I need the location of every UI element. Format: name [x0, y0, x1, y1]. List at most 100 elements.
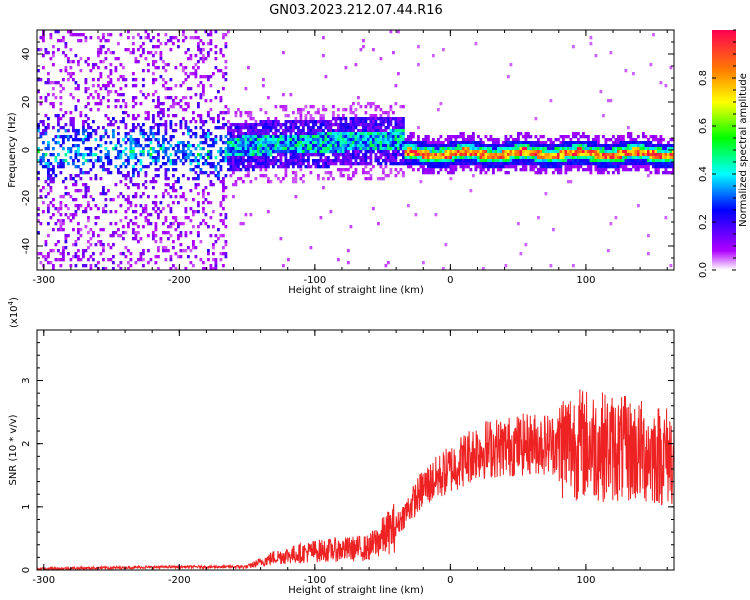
heatmap-cell — [84, 87, 88, 91]
heatmap-cell — [644, 141, 648, 145]
heatmap-cell — [289, 123, 293, 127]
heatmap-cell — [189, 207, 193, 211]
heatmap-cell — [294, 180, 298, 184]
heatmap-cell — [549, 141, 553, 145]
heatmap-cell — [267, 177, 270, 181]
heatmap-cell — [324, 123, 328, 127]
heatmap-cell — [154, 240, 158, 244]
heatmap-cell — [392, 153, 395, 157]
heatmap-cell — [497, 165, 500, 169]
heatmap-cell — [264, 162, 268, 166]
heatmap-cell — [254, 147, 258, 151]
heatmap-cell — [189, 144, 193, 148]
heatmap-cell — [47, 93, 50, 97]
heatmap-cell — [357, 102, 360, 106]
heatmap-cell — [362, 129, 365, 133]
heatmap-cell — [389, 153, 393, 157]
heatmap-cell — [319, 120, 323, 124]
heatmap-cell — [57, 135, 60, 139]
heatmap-cell — [242, 162, 245, 166]
heatmap-cell — [454, 156, 458, 160]
heatmap-cell — [109, 120, 113, 124]
heatmap-cell — [227, 129, 230, 133]
heatmap-cell — [194, 255, 198, 259]
heatmap-cell — [94, 216, 98, 220]
heatmap-cell — [139, 195, 143, 199]
heatmap-cell — [622, 138, 625, 142]
heatmap-cell — [537, 138, 540, 142]
heatmap-cell — [319, 138, 323, 142]
heatmap-cell — [42, 165, 45, 169]
heatmap-cell — [304, 147, 308, 151]
heatmap-cell — [257, 165, 260, 169]
heatmap-cell — [179, 99, 183, 103]
heatmap-cell — [337, 138, 340, 142]
heatmap-cell — [557, 165, 560, 169]
heatmap-cell — [462, 135, 465, 139]
heatmap-cell — [412, 162, 415, 166]
heatmap-cell — [567, 168, 570, 172]
heatmap-cell — [392, 162, 395, 166]
heatmap-cell — [57, 153, 60, 157]
heatmap-cell — [564, 147, 568, 151]
heatmap-cell — [59, 195, 63, 199]
heatmap-cell — [322, 144, 325, 148]
heatmap-cell — [152, 99, 155, 103]
heatmap-cell — [494, 162, 498, 166]
heatmap-cell — [79, 177, 83, 181]
heatmap-cell — [254, 120, 258, 124]
heatmap-cell — [242, 141, 245, 145]
heatmap-cell — [507, 159, 510, 163]
heatmap-cell — [99, 243, 103, 247]
heatmap-cell — [89, 243, 93, 247]
heatmap-cell — [157, 156, 160, 160]
heatmap-cell — [199, 51, 203, 55]
heatmap-cell — [314, 123, 318, 127]
heatmap-cell — [64, 66, 68, 70]
heatmap-cell — [627, 150, 630, 154]
heatmap-cell — [302, 126, 305, 130]
heatmap-cell — [164, 81, 168, 85]
heatmap-cell — [102, 165, 105, 169]
heatmap-cell — [312, 150, 315, 154]
heatmap-cell — [167, 63, 170, 67]
heatmap-cell — [224, 150, 228, 154]
heatmap-cell — [279, 135, 283, 139]
heatmap-cell — [269, 126, 273, 130]
heatmap-cell — [569, 162, 573, 166]
heatmap-cell — [599, 156, 603, 160]
heatmap-cell — [39, 78, 43, 82]
heatmap-cell — [544, 156, 548, 160]
heatmap-cell — [74, 108, 78, 112]
heatmap-cell — [312, 120, 315, 124]
heatmap-cell — [369, 132, 373, 136]
heatmap-cell — [669, 150, 673, 154]
heatmap-cell — [357, 150, 360, 154]
heatmap-cell — [257, 156, 260, 160]
heatmap-cell — [634, 165, 638, 169]
heatmap-cell — [124, 141, 128, 145]
heatmap-cell — [82, 264, 85, 268]
heatmap-cell — [104, 129, 108, 133]
heatmap-cell — [274, 105, 278, 109]
heatmap-cell — [237, 156, 240, 160]
heatmap-cell — [79, 168, 83, 172]
heatmap-cell — [587, 150, 590, 154]
heatmap-cell — [429, 171, 433, 175]
heatmap-cell — [407, 165, 410, 169]
heatmap-cell — [199, 258, 203, 262]
heatmap-cell — [249, 180, 253, 184]
heatmap-cell — [182, 162, 185, 166]
heatmap-cell — [624, 153, 628, 157]
heatmap-cell — [397, 129, 400, 133]
heatmap-cell — [382, 159, 385, 163]
heatmap-cell — [152, 54, 155, 58]
heatmap-cell — [239, 132, 243, 136]
heatmap-cell — [212, 258, 215, 262]
heatmap-cell — [594, 138, 598, 142]
heatmap-cell — [174, 123, 178, 127]
heatmap-cell — [507, 141, 510, 145]
heatmap-cell — [369, 105, 373, 109]
heatmap-cell — [652, 153, 655, 157]
heatmap-cell — [369, 126, 373, 130]
